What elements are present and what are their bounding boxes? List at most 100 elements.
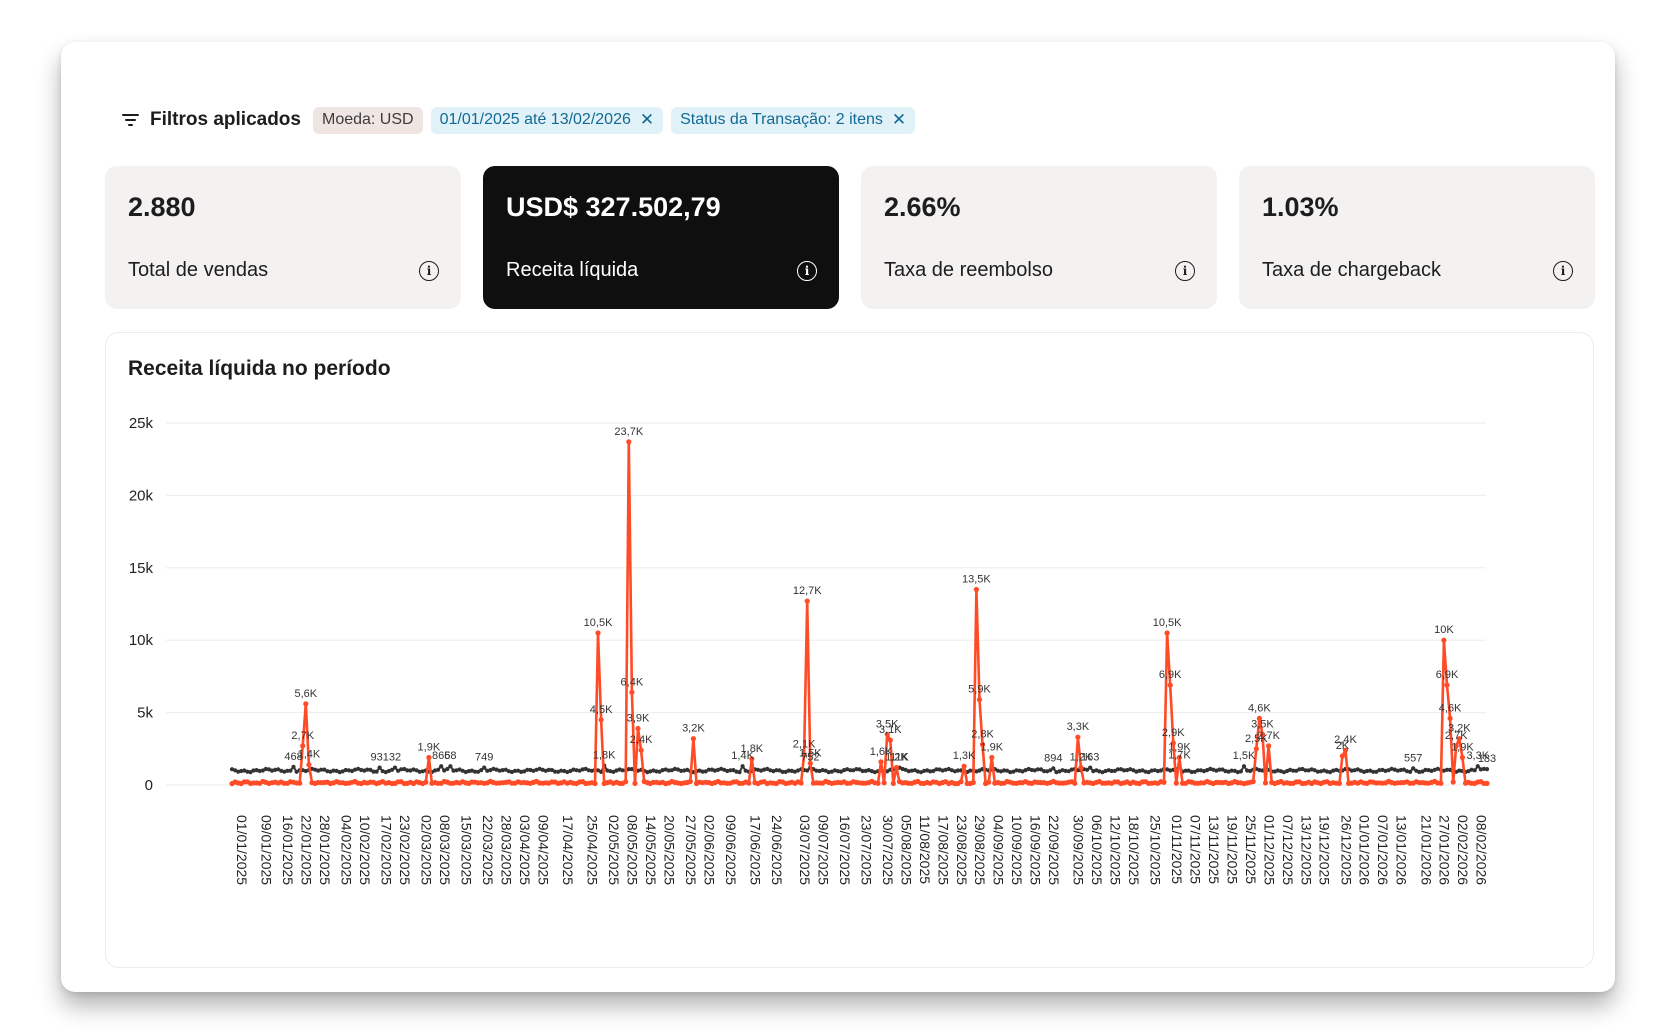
filters-title: Filtros aplicados (150, 109, 301, 130)
remove-filter-icon[interactable]: ✕ (639, 110, 655, 129)
filter-chip-label: 01/01/2025 até 13/02/2026 (439, 111, 631, 128)
data-label: 1,7K (1168, 749, 1191, 761)
data-label: 23,7K (614, 426, 643, 438)
metric-value: 1.03% (1262, 192, 1339, 222)
data-point (798, 780, 804, 786)
x-tick-label: 08/05/2025 (625, 815, 641, 885)
metric-card-refund-rate[interactable]: 2.66% Taxa de reembolso i (861, 166, 1217, 309)
data-point (706, 767, 711, 772)
x-tick-label: 13/01/2026 (1394, 815, 1410, 885)
data-point (306, 762, 312, 768)
data-label: 12,7K (793, 585, 822, 597)
data-point (887, 737, 893, 743)
data-point (546, 767, 551, 772)
data-point (439, 764, 444, 769)
data-label: 4,5K (590, 704, 613, 716)
data-label: 1,3K (953, 750, 976, 762)
x-tick-label: 27/05/2025 (683, 815, 699, 885)
data-point (525, 767, 530, 772)
x-tick-label: 30/07/2025 (880, 815, 896, 885)
data-label: 2,5K (1245, 733, 1268, 745)
data-point (368, 767, 373, 772)
data-point (1401, 767, 1406, 772)
data-point (479, 768, 484, 773)
metric-card-chargeback-rate[interactable]: 1.03% Taxa de chargeback i (1239, 166, 1595, 309)
data-label: 183 (1478, 753, 1496, 765)
data-point (1456, 736, 1462, 742)
data-label: 58 (444, 750, 456, 762)
x-tick-label: 17/06/2025 (748, 815, 764, 885)
filter-chip-date-range[interactable]: 01/01/2025 até 13/02/2026 ✕ (430, 106, 664, 134)
x-tick-label: 30/09/2025 (1071, 815, 1087, 885)
data-label: 2,4K (630, 734, 653, 746)
data-point (549, 767, 554, 773)
x-tick-label: 11/08/2025 (917, 815, 933, 884)
data-point (961, 763, 967, 769)
data-point (426, 754, 432, 761)
data-point (1303, 768, 1308, 773)
data-point (1438, 780, 1444, 786)
x-tick-label: 28/01/2025 (317, 815, 333, 885)
data-point (623, 779, 629, 785)
data-point (297, 780, 303, 786)
data-point (1408, 769, 1413, 774)
data-label: 2,7K (1445, 730, 1468, 742)
x-tick-label: 01/01/2026 (1357, 815, 1373, 885)
data-point (574, 768, 579, 773)
net-revenue-chart-card: Receita líquida no período 0 5k 10k 15k 20k 2… (105, 332, 1594, 968)
data-point (595, 768, 601, 773)
data-label: 468 (284, 751, 302, 763)
data-label: 1,2K (1070, 752, 1093, 764)
x-tick-label: 01/12/2025 (1261, 815, 1277, 885)
data-point (632, 780, 638, 786)
y-tick-label: 25k (129, 415, 154, 432)
data-point (599, 769, 604, 774)
x-tick-label: 09/06/2025 (723, 815, 739, 885)
data-point (1189, 769, 1194, 775)
remove-filter-icon[interactable]: ✕ (891, 110, 907, 129)
metric-card-net-revenue[interactable]: USD$ 327.502,79 Receita líquida i (483, 166, 839, 309)
data-point (1472, 768, 1477, 773)
data-point (737, 770, 742, 775)
metric-card-total-sales[interactable]: 2.880 Total de vendas i (105, 166, 461, 309)
data-point (976, 697, 983, 703)
data-point (1121, 768, 1127, 773)
filter-chip-transaction-status[interactable]: Status da Transação: 2 itens ✕ (671, 106, 916, 134)
data-point (909, 768, 914, 773)
data-label: 1,2K (885, 752, 908, 764)
data-point (1075, 734, 1081, 740)
data-point (826, 770, 831, 775)
data-point (728, 768, 733, 773)
data-point (1078, 765, 1084, 771)
filter-chip-currency[interactable]: Moeda: USD (312, 106, 423, 134)
data-point (559, 768, 564, 773)
data-point (1291, 768, 1296, 773)
data-point (774, 768, 779, 773)
data-label: 866 (432, 750, 450, 762)
data-label: 3,5K (876, 718, 899, 730)
info-icon[interactable]: i (1175, 261, 1195, 281)
data-point (245, 769, 250, 774)
data-label: 3,1K (879, 724, 902, 736)
info-icon[interactable]: i (797, 261, 817, 281)
data-point (436, 767, 441, 772)
data-point (405, 768, 410, 773)
data-point (626, 767, 631, 772)
x-tick-label: 13/12/2025 (1298, 815, 1314, 885)
data-label: 13,5K (962, 574, 991, 586)
data-point (1035, 767, 1040, 772)
x-tick-label: 14/05/2025 (643, 815, 659, 885)
info-icon[interactable]: i (419, 261, 439, 281)
data-label: 10,5K (584, 617, 613, 629)
data-point (377, 765, 382, 770)
data-point (1112, 768, 1117, 773)
data-point (1441, 637, 1447, 643)
metric-label: Total de vendas (128, 259, 269, 281)
x-tick-label: 18/10/2025 (1126, 815, 1142, 885)
data-point (1371, 769, 1376, 774)
data-point (1109, 768, 1114, 774)
x-tick-label: 25/04/2025 (585, 815, 601, 885)
info-icon[interactable]: i (1553, 261, 1573, 281)
data-point (854, 767, 859, 772)
metric-value: USD$ 327.502,79 (506, 192, 721, 222)
